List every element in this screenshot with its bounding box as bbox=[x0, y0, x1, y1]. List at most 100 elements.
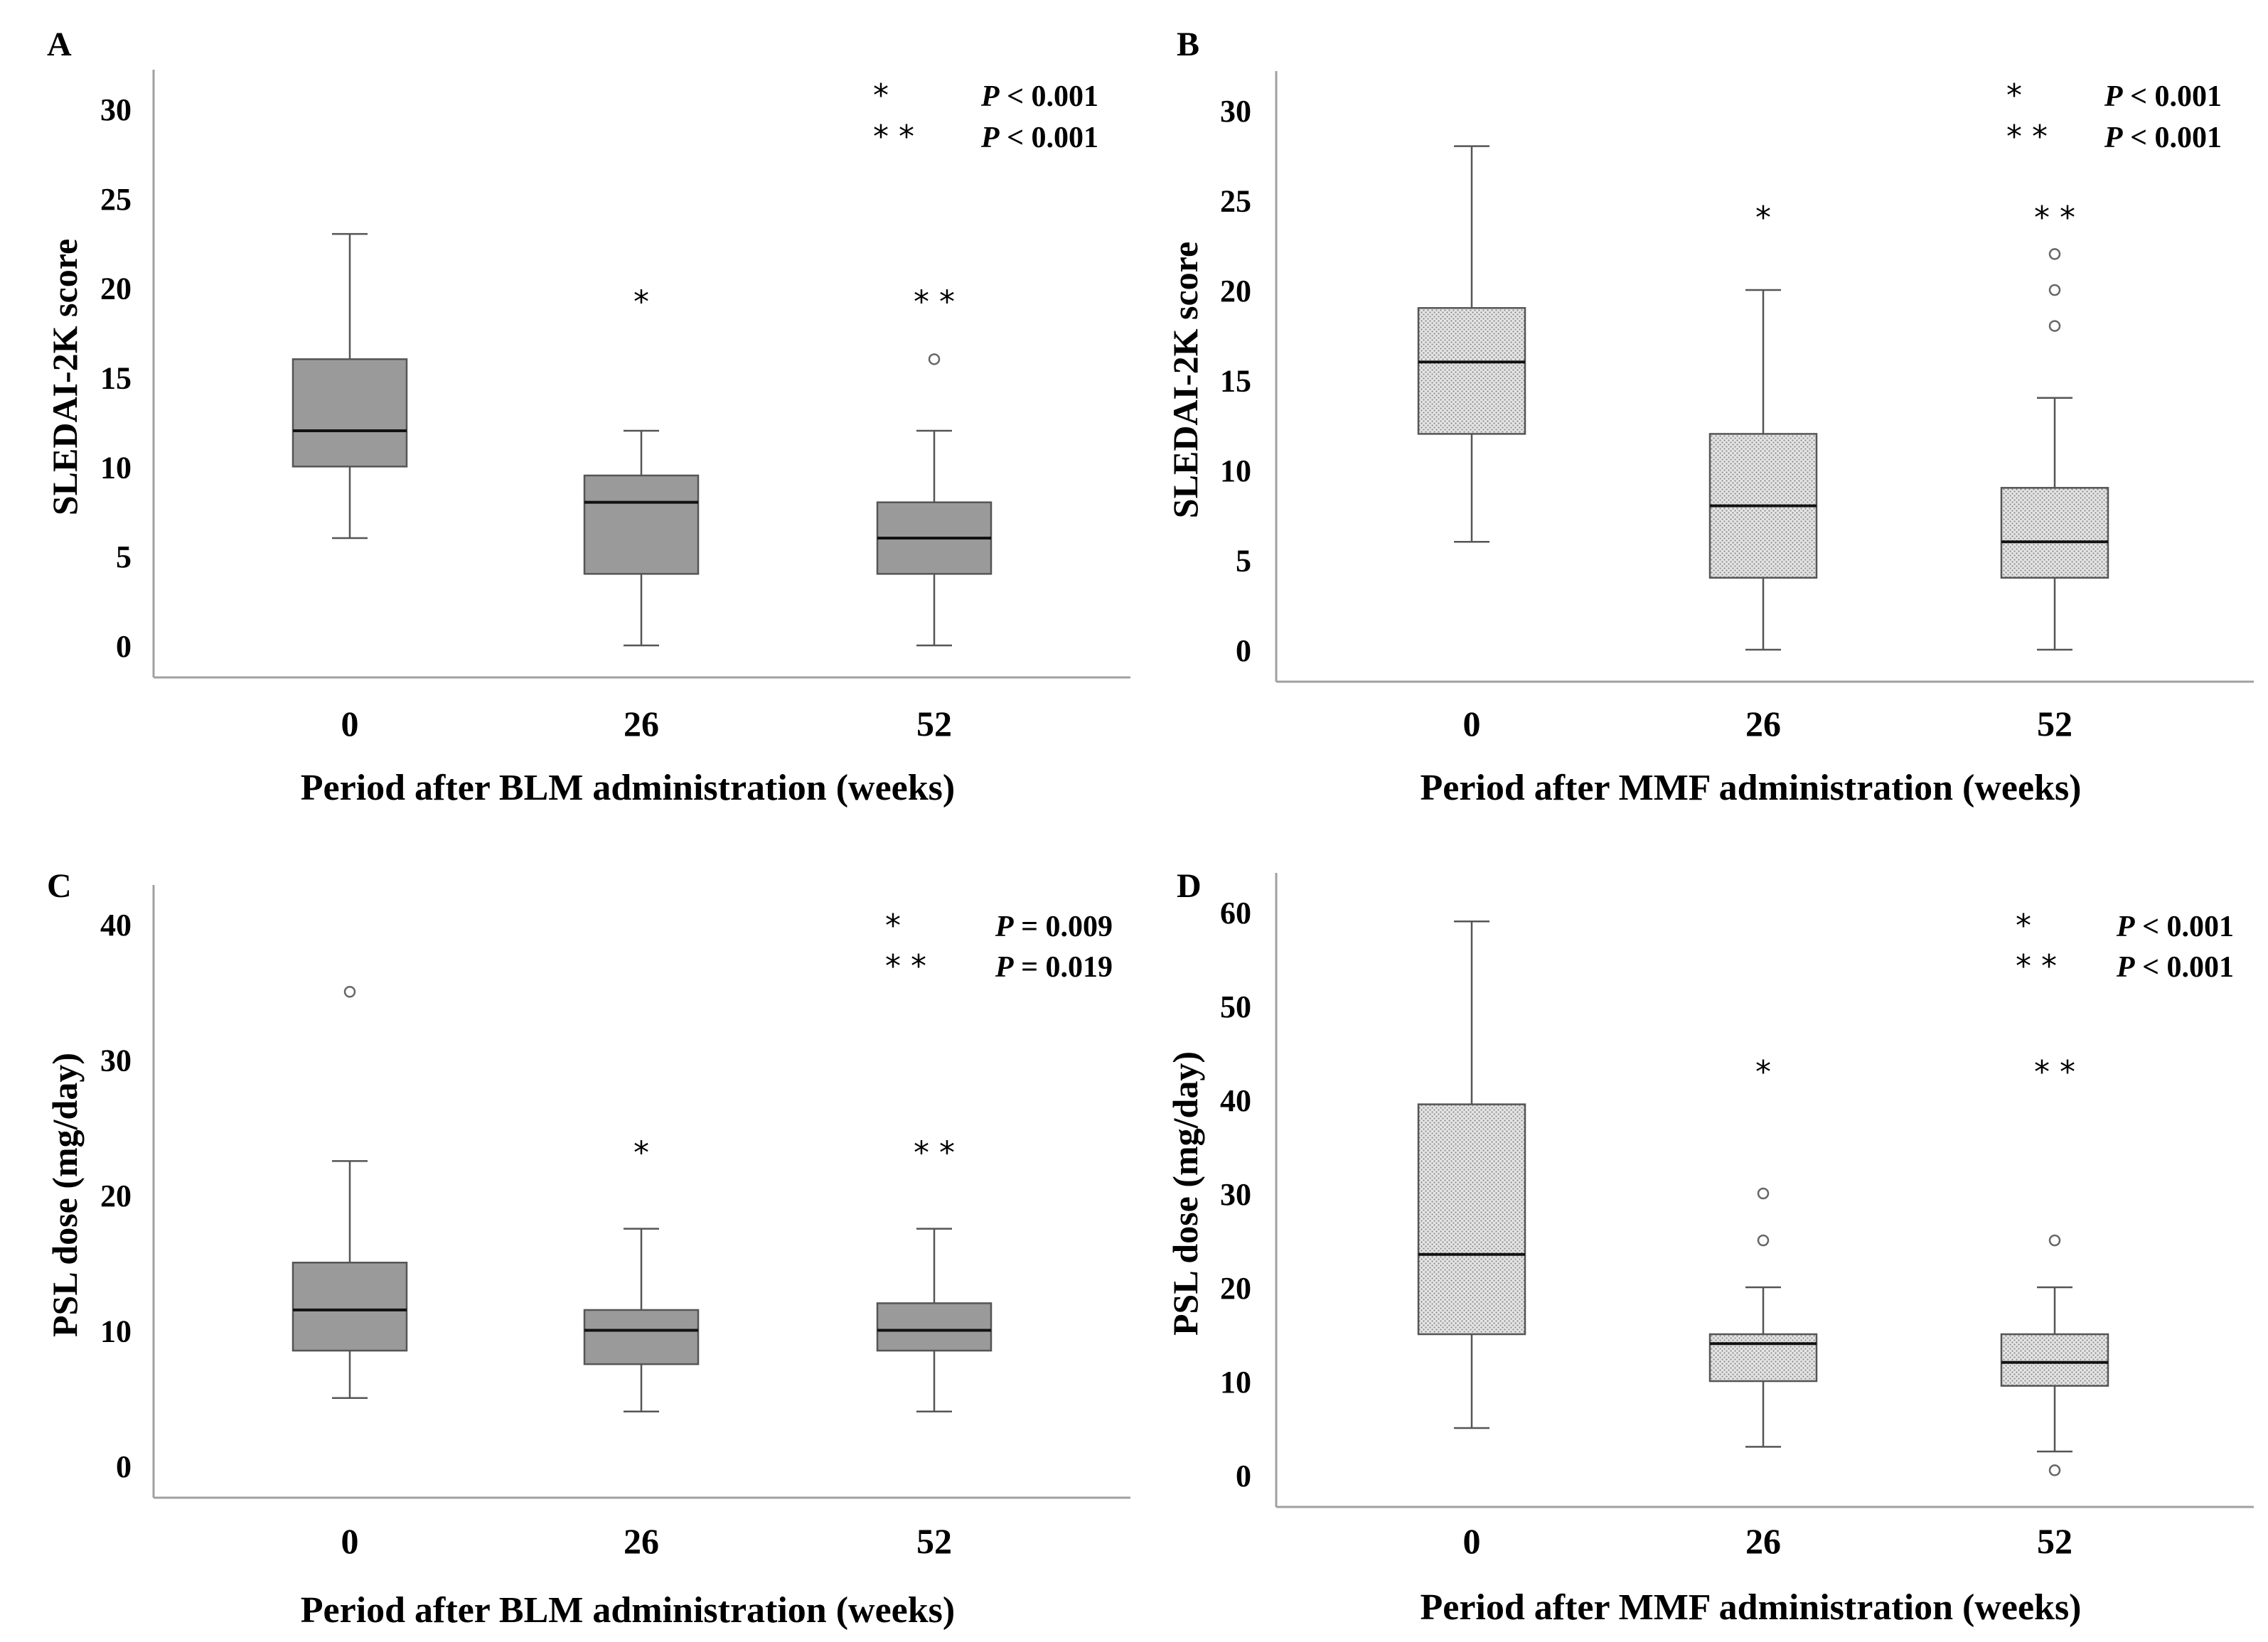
y-tick-label: 50 bbox=[1220, 989, 1251, 1024]
y-tick-label: 40 bbox=[100, 908, 132, 943]
p-label: P bbox=[980, 122, 1000, 154]
y-tick-label: 15 bbox=[1220, 364, 1251, 399]
box-26 bbox=[1708, 1187, 1818, 1448]
outlier-point bbox=[1757, 1187, 1770, 1200]
iqr-box bbox=[2000, 1333, 2109, 1387]
stat-p-value: P = 0.009 bbox=[995, 911, 1113, 943]
outlier-point bbox=[2048, 320, 2061, 332]
x-tick-label: 52 bbox=[916, 1521, 952, 1561]
y-tick-label: 40 bbox=[1220, 1083, 1251, 1118]
box-52 bbox=[876, 353, 993, 647]
y-tick-label: 0 bbox=[116, 629, 132, 664]
stat-marker: * * bbox=[2016, 948, 2057, 984]
outlier-point bbox=[2048, 1234, 2061, 1247]
box-52 bbox=[2000, 1234, 2109, 1476]
stat-marker: * bbox=[2006, 77, 2022, 114]
significance-marker: * * bbox=[914, 1134, 955, 1171]
p-label: P bbox=[2116, 911, 2135, 943]
y-tick-label: 30 bbox=[1220, 94, 1251, 129]
stat-p-value: P < 0.001 bbox=[2104, 80, 2222, 113]
outlier-point bbox=[1757, 1234, 1770, 1247]
y-tick-label: 0 bbox=[1236, 633, 1251, 668]
x-axis-label: Period after BLM administration (weeks) bbox=[301, 768, 955, 808]
panel-b: B 0 5 10 15 20 25 30 SLEDAI-2K score 0 26 52 Period … bbox=[1165, 26, 2254, 808]
stat-marker: * * bbox=[873, 119, 914, 155]
box-0 bbox=[291, 232, 408, 540]
box-52 bbox=[876, 1228, 993, 1413]
p-label: P bbox=[980, 80, 1000, 113]
y-tick-label: 15 bbox=[100, 361, 132, 396]
y-axis-label: SLEDAI-2K score bbox=[45, 239, 85, 515]
iqr-box bbox=[2000, 487, 2109, 579]
y-tick-label: 10 bbox=[100, 1314, 132, 1349]
y-tick-label: 10 bbox=[1220, 454, 1251, 488]
iqr-box bbox=[583, 1309, 700, 1365]
panel-c: C 0 10 20 30 40 PSL dose (mg/day) 0 26 52 Period a… bbox=[45, 867, 1130, 1631]
y-tick-label: 0 bbox=[1236, 1459, 1251, 1493]
stat-marker: * * bbox=[885, 948, 926, 984]
y-axis-label: PSL dose (mg/day) bbox=[45, 1053, 85, 1337]
outlier-point bbox=[343, 986, 356, 998]
iqr-box bbox=[583, 474, 700, 575]
iqr-box bbox=[291, 1262, 408, 1352]
box-52 bbox=[2000, 248, 2109, 651]
panel-label: A bbox=[47, 26, 72, 63]
x-tick-label: 0 bbox=[1463, 704, 1481, 744]
stat-marker: * bbox=[873, 77, 889, 114]
x-axis-label: Period after MMF administration (weeks) bbox=[1420, 1587, 2081, 1628]
significance-marker: * * bbox=[2034, 1054, 2075, 1090]
y-axis-label: PSL dose (mg/day) bbox=[1165, 1051, 1205, 1336]
stat-p-value: P < 0.001 bbox=[2104, 122, 2222, 154]
panel-a: A 0 5 10 15 20 25 30 SLEDAI-2K score 0 26 52 Period … bbox=[45, 26, 1130, 808]
x-tick-label: 26 bbox=[1745, 704, 1781, 744]
y-axis-label: SLEDAI-2K score bbox=[1165, 242, 1205, 518]
x-tick-label: 0 bbox=[1463, 1521, 1481, 1561]
iqr-box bbox=[876, 1302, 993, 1352]
y-tick-label: 30 bbox=[100, 1043, 132, 1078]
panel-label: B bbox=[1177, 26, 1199, 63]
significance-marker: * bbox=[633, 284, 649, 320]
p-label: P bbox=[995, 951, 1014, 984]
significance-marker: * * bbox=[914, 284, 955, 320]
significance-marker: * bbox=[1755, 1054, 1771, 1090]
x-tick-label: 52 bbox=[2037, 704, 2072, 744]
stat-p-value: P < 0.001 bbox=[980, 80, 1098, 113]
box-0 bbox=[291, 986, 408, 1399]
y-tick-label: 30 bbox=[100, 92, 132, 127]
stat-p-value: P < 0.001 bbox=[2116, 951, 2234, 984]
significance-marker: * bbox=[633, 1134, 649, 1171]
outlier-point bbox=[2048, 248, 2061, 260]
y-tick-label: 5 bbox=[1236, 544, 1251, 579]
iqr-box bbox=[1417, 1103, 1526, 1336]
outlier-point bbox=[2048, 1464, 2061, 1476]
stat-p-value: P = 0.019 bbox=[995, 951, 1113, 984]
y-tick-label: 20 bbox=[100, 272, 132, 306]
x-tick-label: 26 bbox=[624, 704, 659, 744]
y-tick-label: 20 bbox=[1220, 1271, 1251, 1306]
y-tick-label: 5 bbox=[116, 540, 132, 574]
p-label: P bbox=[2116, 951, 2135, 984]
box-0 bbox=[1417, 145, 1526, 543]
panel-label: D bbox=[1177, 867, 1202, 905]
stat-marker: * * bbox=[2006, 119, 2048, 155]
stat-marker: * bbox=[885, 908, 901, 944]
stat-p-value: P < 0.001 bbox=[980, 122, 1098, 154]
x-tick-label: 0 bbox=[341, 1521, 359, 1561]
y-tick-label: 10 bbox=[1220, 1365, 1251, 1400]
iqr-box bbox=[1708, 1333, 1818, 1383]
y-tick-label: 0 bbox=[116, 1449, 132, 1484]
y-tick-label: 30 bbox=[1220, 1177, 1251, 1212]
significance-marker: * * bbox=[2034, 200, 2075, 236]
y-tick-label: 60 bbox=[1220, 896, 1251, 930]
y-tick-label: 20 bbox=[100, 1179, 132, 1213]
box-0 bbox=[1417, 920, 1526, 1429]
x-axis-label: Period after BLM administration (weeks) bbox=[301, 1590, 955, 1631]
iqr-box bbox=[1417, 307, 1526, 435]
outlier-point bbox=[2048, 284, 2061, 296]
y-tick-label: 10 bbox=[100, 450, 132, 485]
panel-d: D 0 10 20 30 40 50 60 PSL dose (mg/day) 0 26 52 Peri… bbox=[1165, 867, 2254, 1628]
x-tick-label: 52 bbox=[916, 704, 952, 744]
p-label: P bbox=[995, 911, 1014, 943]
x-tick-label: 52 bbox=[2037, 1521, 2072, 1561]
